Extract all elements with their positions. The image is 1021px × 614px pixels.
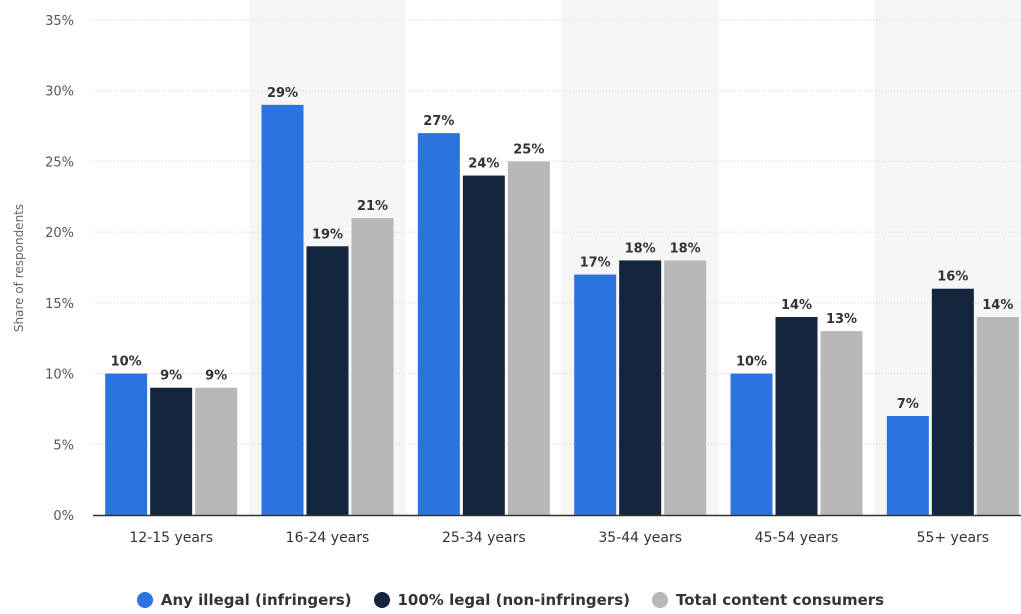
bar	[619, 260, 662, 515]
x-category-label: 16-24 years	[286, 530, 370, 546]
x-category-label: 12-15 years	[129, 530, 213, 546]
data-label: 7%	[897, 397, 919, 412]
x-category-label: 45-54 years	[755, 530, 839, 546]
data-labels: 10% 9% 9% 29% 19% 21% 27% 24% 25% 17% 18% 18% 10% 14%…	[111, 86, 1014, 412]
y-axis-ticks: 0% 5% 10% 15% 20% 25% 30% 35%	[45, 14, 74, 524]
category-bands	[249, 0, 1021, 515]
data-label: 14%	[781, 298, 812, 313]
bar	[574, 274, 617, 515]
bar-chart: 0% 5% 10% 15% 20% 25% 30% 35% 10% 9% 9% 29% 19% 21% 2…	[12, 0, 1021, 546]
y-tick-label: 15%	[45, 297, 74, 312]
legend-marker	[373, 592, 390, 608]
data-label: 17%	[580, 256, 611, 271]
data-label: 14%	[982, 298, 1013, 313]
data-label: 16%	[937, 270, 968, 285]
y-tick-label: 10%	[45, 368, 74, 383]
bar	[730, 373, 773, 515]
legend-item[interactable]: 100% legal (non-infringers)	[373, 591, 631, 609]
data-label: 13%	[826, 312, 857, 327]
bar	[507, 161, 550, 515]
bar	[976, 317, 1019, 515]
data-label: 9%	[160, 369, 182, 384]
bar	[931, 288, 974, 515]
legend-label: Any illegal (infringers)	[160, 591, 352, 609]
y-tick-label: 35%	[45, 14, 74, 29]
legend: Any illegal (infringers) 100% legal (non-…	[0, 586, 1021, 614]
legend-label: 100% legal (non-infringers)	[397, 591, 631, 609]
legend-marker	[652, 592, 668, 608]
bar	[306, 246, 349, 516]
x-category-label: 35-44 years	[598, 530, 682, 546]
y-axis-title: Share of respondents	[12, 204, 26, 332]
data-label: 18%	[625, 241, 656, 256]
legend-item[interactable]: Total content consumers	[652, 591, 884, 609]
bar	[261, 104, 304, 515]
bar	[105, 373, 148, 515]
data-label: 24%	[468, 157, 499, 172]
bar	[462, 175, 505, 516]
bar	[195, 387, 238, 515]
data-label: 25%	[513, 142, 544, 157]
data-label: 21%	[357, 199, 388, 214]
data-label: 9%	[205, 369, 227, 384]
data-label: 27%	[423, 114, 454, 129]
bar	[886, 416, 929, 515]
data-label: 19%	[312, 227, 343, 242]
data-label: 10%	[111, 355, 142, 370]
data-label: 10%	[736, 355, 767, 370]
legend-item[interactable]: Any illegal (infringers)	[136, 591, 352, 609]
bar	[150, 387, 193, 515]
x-axis-categories: 12-15 years 16-24 years 25-34 years 35-44 y…	[129, 530, 989, 546]
bar	[417, 133, 460, 515]
y-tick-label: 20%	[45, 226, 74, 241]
bar	[820, 331, 863, 515]
y-tick-label: 5%	[53, 438, 74, 453]
legend-marker	[136, 592, 153, 608]
legend-label: Total content consumers	[676, 591, 885, 609]
x-category-label: 25-34 years	[442, 530, 526, 546]
x-category-label: 55+ years	[917, 530, 990, 546]
bars	[105, 104, 1019, 516]
data-label: 29%	[267, 86, 298, 101]
data-label: 18%	[670, 241, 701, 256]
bar	[351, 218, 394, 515]
y-tick-label: 25%	[45, 155, 74, 170]
bar	[775, 317, 818, 515]
bar	[664, 260, 707, 515]
y-tick-label: 0%	[53, 509, 74, 524]
y-tick-label: 30%	[45, 85, 74, 100]
